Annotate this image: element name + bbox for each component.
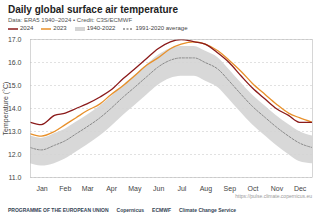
svg-text:May: May: [128, 185, 142, 193]
svg-text:13.0: 13.0: [8, 128, 22, 135]
svg-text:Mar: Mar: [82, 185, 95, 192]
svg-text:Aug: Aug: [200, 185, 213, 193]
html-text:ECMWF: ECMWF: [152, 207, 171, 213]
svg-text:12.0: 12.0: [8, 151, 22, 158]
svg-text:Temperature (°C): Temperature (°C): [2, 82, 10, 136]
html-text:PROGRAMME OF THE EUROPEAN UNIO: PROGRAMME OF THE EUROPEAN UNION: [8, 207, 109, 213]
svg-text:Feb: Feb: [59, 185, 71, 192]
svg-text:Jan: Jan: [36, 185, 47, 192]
svg-text:Nov: Nov: [271, 185, 284, 192]
svg-text:Oct: Oct: [248, 185, 259, 192]
svg-text:14.0: 14.0: [8, 105, 22, 112]
svg-text:Sep: Sep: [224, 185, 237, 193]
html-text:1940-2022: 1940-2022: [86, 25, 116, 31]
html-text:Climate Change Service: Climate Change Service: [179, 207, 236, 213]
html-text:Data: ERA5 1940–2024 • Credit:: Data: ERA5 1940–2024 • Credit: C3S/ECMWF: [8, 17, 133, 23]
html-text:1991-2020 average: 1991-2020 average: [135, 25, 188, 31]
html-text:2023: 2023: [53, 25, 67, 31]
svg-text:15.0: 15.0: [8, 82, 22, 89]
svg-text:Apr: Apr: [106, 185, 118, 193]
html-text:Copernicus: Copernicus: [116, 207, 145, 213]
svg-text:11.0: 11.0: [8, 174, 21, 181]
html-text:2024: 2024: [20, 25, 34, 31]
svg-text:Dec: Dec: [294, 185, 307, 192]
svg-text:16.0: 16.0: [8, 59, 22, 66]
svg-text:Jun: Jun: [153, 185, 164, 192]
svg-text:Jul: Jul: [177, 185, 186, 192]
html-text:Daily global surface air tempe: Daily global surface air temperature: [8, 4, 179, 15]
svg-text:17.0: 17.0: [8, 36, 22, 43]
html-text:https://pulse.climate.copernic: https://pulse.climate.copernicus.eu: [235, 193, 312, 199]
